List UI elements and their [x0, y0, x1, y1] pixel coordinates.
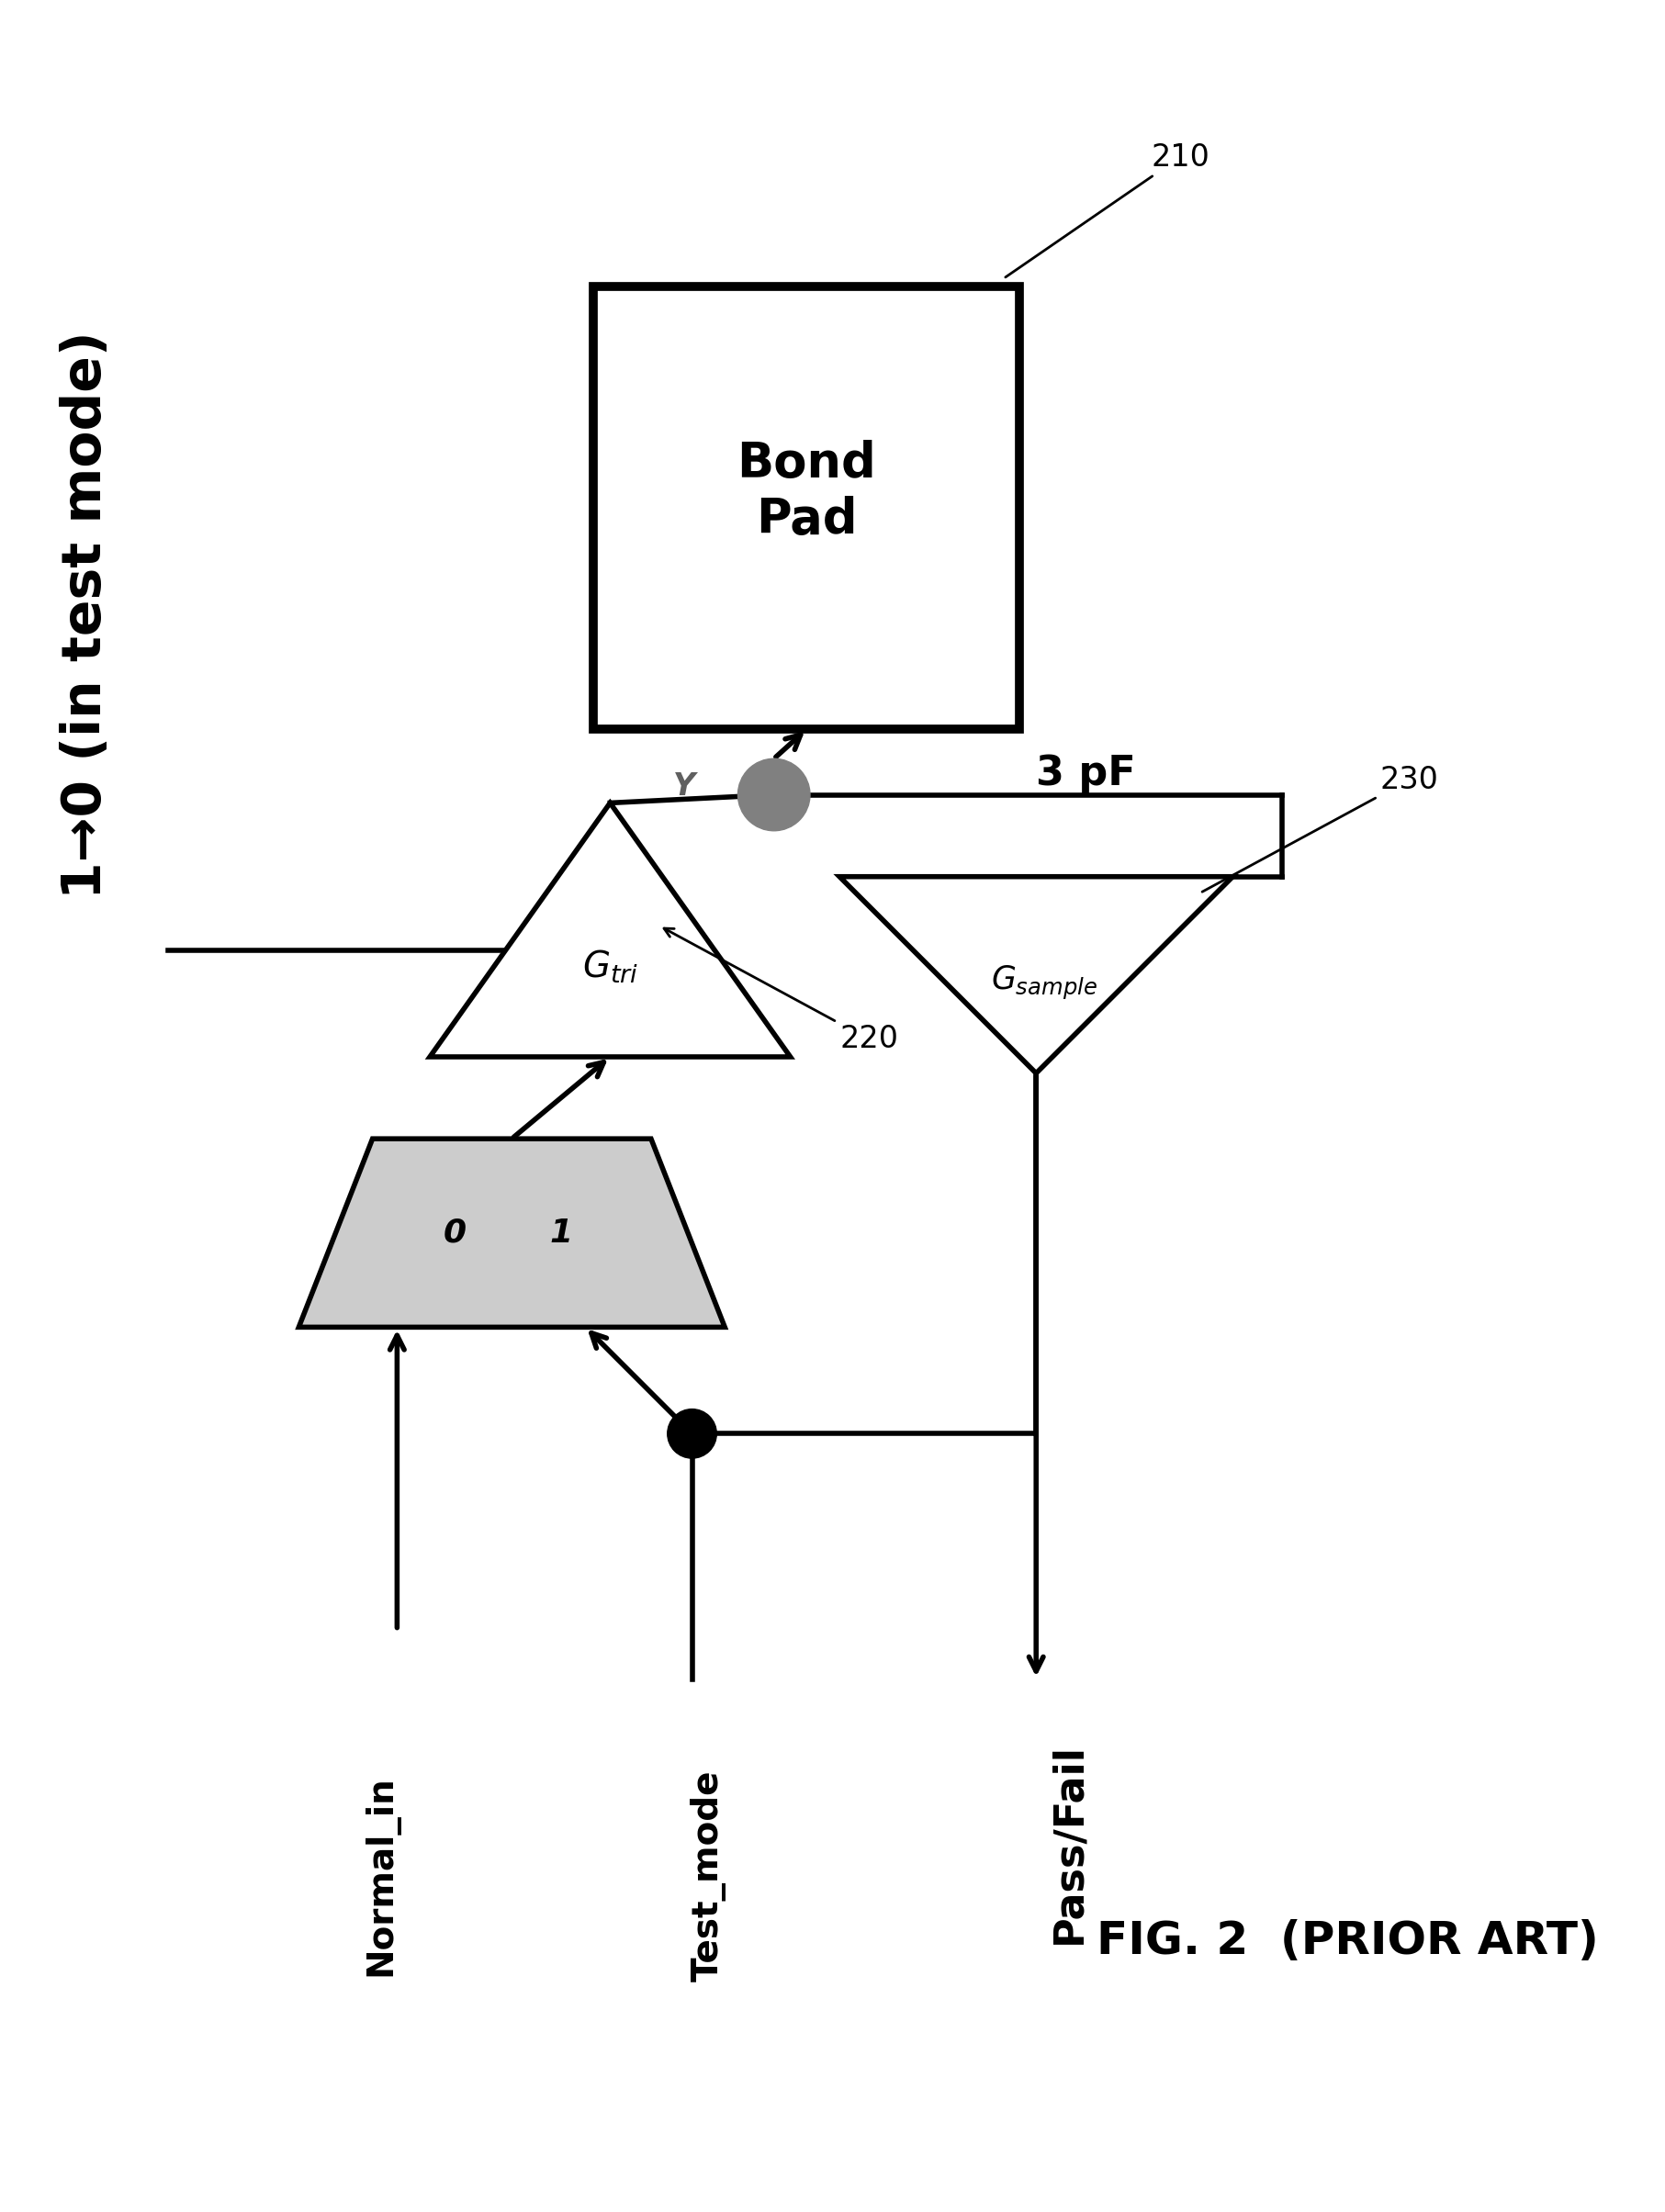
Circle shape: [738, 759, 809, 832]
Text: 1→0 (in test mode): 1→0 (in test mode): [60, 330, 112, 898]
Text: FIG. 2  (PRIOR ART): FIG. 2 (PRIOR ART): [1096, 1920, 1598, 1964]
Text: 210: 210: [1006, 142, 1209, 276]
Text: Test_mode: Test_mode: [691, 1770, 726, 1982]
Polygon shape: [430, 803, 791, 1057]
Text: 230: 230: [1202, 765, 1439, 891]
Text: 0: 0: [443, 1217, 466, 1248]
Text: Normal_in: Normal_in: [363, 1776, 398, 1978]
Text: $G_{tri}$: $G_{tri}$: [581, 949, 638, 984]
Text: $G_{sample}$: $G_{sample}$: [991, 964, 1097, 1002]
Text: Bond
Pad: Bond Pad: [738, 440, 876, 544]
Circle shape: [668, 1409, 716, 1458]
Text: Pass/Fail: Pass/Fail: [1049, 1743, 1089, 1944]
Polygon shape: [839, 876, 1232, 1073]
Text: Y: Y: [673, 772, 694, 801]
Text: 3 pF: 3 pF: [1036, 754, 1136, 794]
Text: 1: 1: [549, 1217, 573, 1248]
Text: 220: 220: [664, 929, 897, 1055]
Bar: [594, 288, 1019, 730]
Polygon shape: [298, 1139, 724, 1327]
